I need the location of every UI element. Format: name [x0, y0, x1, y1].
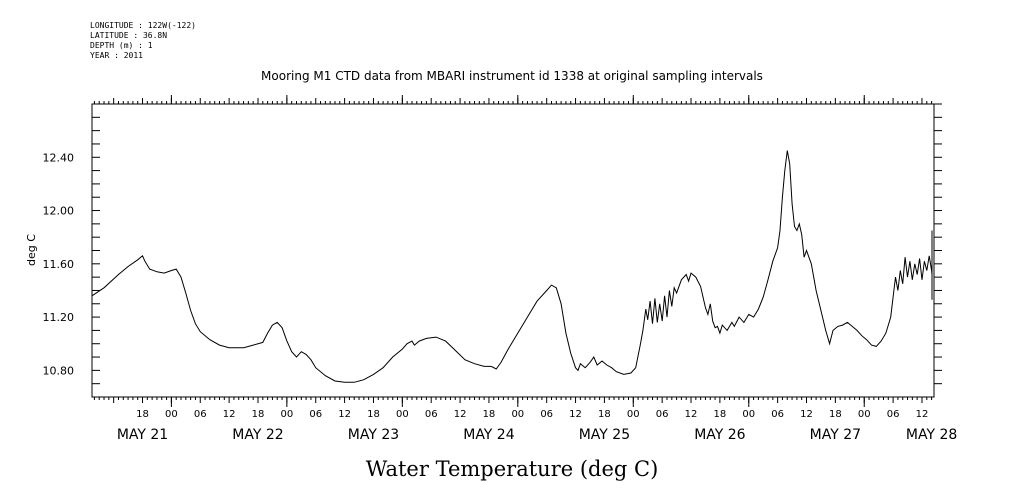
y-tick-label: 11.20 — [43, 311, 75, 324]
hour-tick-label: 06 — [887, 409, 900, 420]
chart-title: Mooring M1 CTD data from MBARI instrumen… — [261, 69, 763, 83]
date-tick-label: MAY 22 — [232, 427, 283, 443]
date-tick-label: MAY 28 — [906, 427, 957, 443]
y-axis-label: deg C — [25, 234, 38, 266]
hour-tick-label: 06 — [425, 409, 438, 420]
date-tick-labels: MAY 21 MAY 22 MAY 23 MAY 24 MAY 25 MAY 26 MAY … — [117, 427, 957, 443]
x-axis-caption: Water Temperature (deg C) — [366, 457, 659, 481]
plot-frame — [91, 103, 935, 398]
bottom-axis-ticks — [93, 397, 933, 407]
y-tick-label: 11.60 — [43, 258, 75, 271]
hour-tick-label: 12 — [338, 409, 351, 420]
hour-tick-label: 00 — [511, 409, 524, 420]
hour-tick-label: 00 — [627, 409, 640, 420]
hour-tick-label: 00 — [280, 409, 293, 420]
hour-tick-label: 06 — [656, 409, 669, 420]
hour-tick-label: 06 — [540, 409, 553, 420]
y-axis-ticks: 10.80 11.20 11.60 12.00 12.40 — [43, 103, 942, 385]
hour-tick-label: 00 — [165, 409, 178, 420]
hour-tick-label: 12 — [916, 409, 929, 420]
date-tick-label: MAY 24 — [463, 427, 514, 443]
hour-tick-label: 00 — [396, 409, 409, 420]
date-tick-label: MAY 27 — [810, 427, 861, 443]
hour-tick-label: 12 — [569, 409, 582, 420]
hour-tick-label: 06 — [309, 409, 322, 420]
hour-tick-label: 12 — [223, 409, 236, 420]
hour-tick-label: 18 — [483, 409, 496, 420]
hour-tick-label: 06 — [771, 409, 784, 420]
y-tick-label: 12.00 — [43, 205, 75, 218]
water-temperature-line — [91, 150, 933, 383]
hour-tick-label: 00 — [742, 409, 755, 420]
y-tick-label: 10.80 — [43, 364, 75, 377]
hour-tick-label: 12 — [800, 409, 813, 420]
hour-tick-labels: 18 00 06 12 18 00 06 12 18 00 06 12 18 00 06 12 18 00 06 12… — [136, 409, 928, 420]
longitude-text: LONGITUDE : 122W(-122) — [90, 21, 196, 30]
hour-tick-label: 12 — [454, 409, 467, 420]
hour-tick-label: 18 — [598, 409, 611, 420]
date-tick-label: MAY 23 — [348, 427, 399, 443]
hour-tick-label: 18 — [367, 409, 380, 420]
top-axis-ticks — [93, 95, 933, 104]
latitude-text: LATITUDE : 36.8N — [90, 31, 168, 40]
hour-tick-label: 12 — [685, 409, 698, 420]
hour-tick-label: 00 — [858, 409, 871, 420]
hour-tick-label: 18 — [714, 409, 727, 420]
date-tick-label: MAY 25 — [579, 427, 630, 443]
depth-text: DEPTH (m) : 1 — [90, 41, 153, 50]
hour-tick-label: 18 — [136, 409, 149, 420]
hour-tick-label: 06 — [194, 409, 207, 420]
date-tick-label: MAY 26 — [694, 427, 745, 443]
year-text: YEAR : 2011 — [90, 51, 143, 60]
hour-tick-label: 18 — [252, 409, 265, 420]
hour-tick-label: 18 — [829, 409, 842, 420]
y-tick-label: 12.40 — [43, 151, 75, 164]
date-tick-label: MAY 21 — [117, 427, 168, 443]
mooring-metadata: LONGITUDE : 122W(-122) LATITUDE : 36.8N … — [90, 21, 196, 61]
